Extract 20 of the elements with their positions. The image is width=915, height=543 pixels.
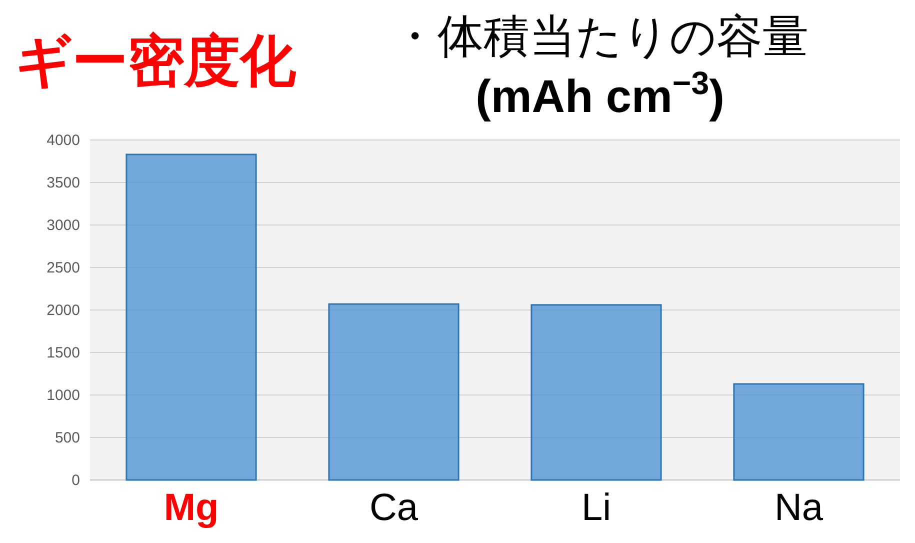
- x-tick-label: Na: [774, 487, 824, 529]
- y-tick-label: 2500: [46, 260, 80, 276]
- y-tick-label: 1500: [46, 344, 80, 362]
- text: ギー密度化: [15, 29, 297, 92]
- y-tick-label: 4000: [46, 132, 80, 149]
- bar: [328, 303, 460, 481]
- bar: [530, 304, 662, 481]
- chart-subtitle: (mAh cm$^{−3}$): [476, 65, 724, 122]
- y-tick-label: 1000: [46, 387, 80, 404]
- y-tick-label: 500: [54, 430, 80, 446]
- x-tick-label: Li: [581, 487, 612, 529]
- bar: [733, 383, 864, 481]
- x-tick-label: Mg: [164, 487, 219, 529]
- x-tick-label: Ca: [369, 487, 419, 529]
- y-tick-label: 0: [72, 472, 80, 489]
- bar: [126, 154, 257, 481]
- y-tick-label: 3000: [46, 217, 80, 234]
- y-tick-label: 3500: [46, 174, 80, 192]
- chart-title: ・体積当たりの容量: [392, 10, 808, 62]
- y-tick-label: 2000: [46, 302, 80, 319]
